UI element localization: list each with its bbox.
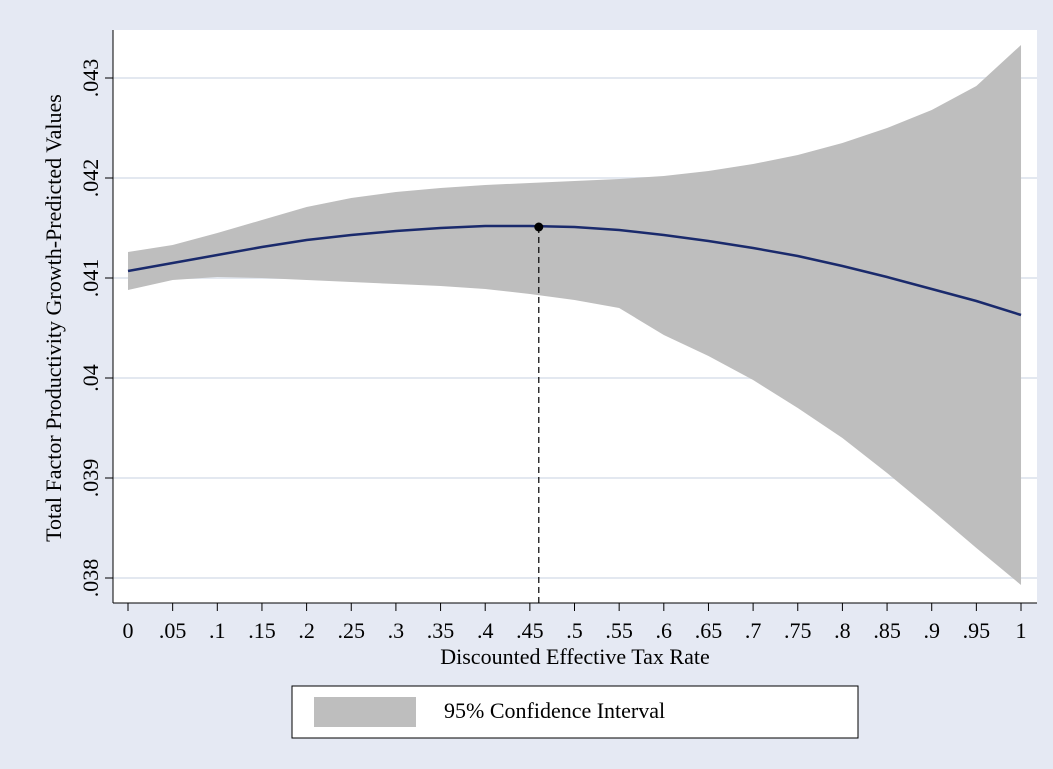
- x-tick-label: .75: [784, 618, 812, 643]
- x-tick-label: .85: [873, 618, 901, 643]
- confidence-band: [128, 45, 1022, 585]
- y-axis-label: Total Factor Productivity Growth-Predict…: [41, 94, 66, 542]
- x-tick-label: .8: [834, 618, 851, 643]
- y-tick-label: .038: [78, 559, 103, 598]
- x-tick-label: .65: [695, 618, 723, 643]
- x-tick-label: .15: [248, 618, 276, 643]
- legend-swatch: [314, 697, 416, 727]
- y-tick-label: .043: [78, 59, 103, 98]
- x-tick-label: .4: [477, 618, 494, 643]
- x-tick-label: .05: [159, 618, 187, 643]
- x-tick-label: .45: [516, 618, 544, 643]
- x-tick-label: 0: [123, 618, 134, 643]
- x-tick-label: .95: [963, 618, 991, 643]
- fitted-line: [127, 224, 1022, 317]
- marker-point: [534, 222, 544, 232]
- x-tick-label: .1: [209, 618, 226, 643]
- x-tick-label: .35: [427, 618, 455, 643]
- x-tick-label: .9: [923, 618, 940, 643]
- x-tick-label: .55: [605, 618, 633, 643]
- y-tick-label: .039: [78, 459, 103, 498]
- legend-label: 95% Confidence Interval: [444, 698, 665, 723]
- x-tick-label: .5: [566, 618, 583, 643]
- y-tick-label: .041: [78, 259, 103, 298]
- x-tick-label: .3: [388, 618, 405, 643]
- x-axis-label: Discounted Effective Tax Rate: [440, 644, 710, 669]
- x-tick-label: .2: [298, 618, 315, 643]
- x-tick-label: 1: [1016, 618, 1027, 643]
- y-tick-label: .04: [78, 364, 103, 392]
- x-tick-label: .25: [338, 618, 366, 643]
- x-tick-label: .7: [745, 618, 762, 643]
- x-tick-label: .6: [656, 618, 673, 643]
- y-tick-label: .042: [78, 159, 103, 198]
